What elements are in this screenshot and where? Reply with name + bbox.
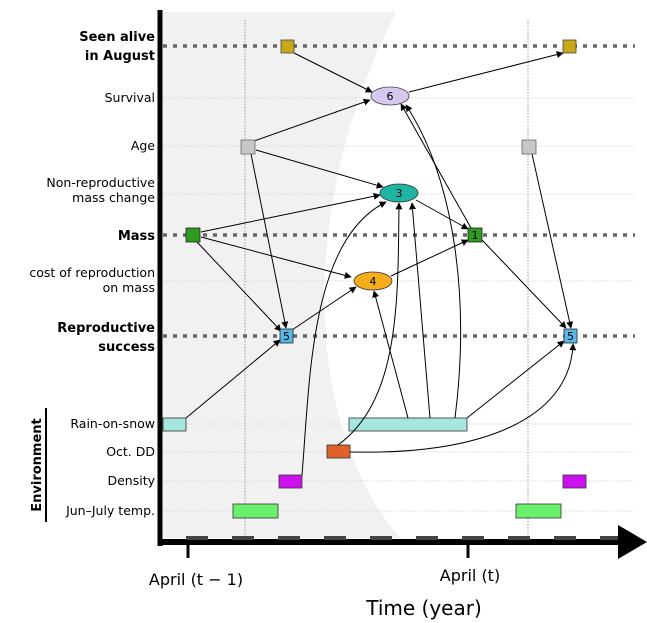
age-node-prev	[240, 139, 256, 155]
environment-group: Environment	[30, 408, 47, 522]
cost-label-1: cost of reproduction	[29, 265, 155, 280]
rain-on-snow-label: Rain-on-snow	[70, 416, 155, 431]
mass-node-number: 1	[472, 229, 479, 242]
tick-label-april-next: April (t)	[440, 566, 500, 585]
oct-dd-label: Oct. DD	[106, 444, 155, 459]
cost-node-number: 4	[370, 275, 377, 288]
jun-july-temp-label: Jun–July temp.	[65, 503, 155, 518]
causal-arrows	[185, 51, 577, 476]
survival-node: 6	[370, 86, 410, 106]
density-bar-next	[562, 474, 587, 489]
mass-node: 1	[467, 227, 483, 243]
seen-alive-label-1: Seen alive	[79, 30, 155, 45]
mass-change-label-2: mass change	[72, 190, 155, 205]
cost-node: 4	[353, 271, 393, 291]
rain-on-snow-bar	[348, 417, 468, 432]
key-row-lines	[163, 44, 635, 338]
mass-label: Mass	[118, 229, 155, 244]
rain-on-snow-bar-prev	[162, 417, 187, 432]
ellipse-nodes: 6 3 4	[353, 86, 419, 291]
survival-label: Survival	[105, 90, 155, 105]
jun-july-temp-bar-prev	[232, 503, 279, 519]
oct-dd-bar	[326, 444, 351, 459]
jun-july-temp-bar-next	[515, 503, 562, 519]
mass-change-label-1: Non-reproductive	[46, 175, 155, 190]
seen-alive-label-2: in August	[85, 49, 155, 64]
repro-label-1: Reproductive	[57, 321, 155, 336]
density-label: Density	[107, 473, 155, 488]
repro-label-2: success	[98, 340, 155, 355]
repro-node-next-number: 5	[567, 330, 574, 343]
row-labels: Seen alive in August Survival Age Non-re…	[29, 30, 155, 518]
time-axis	[157, 10, 647, 559]
age-label: Age	[131, 138, 155, 153]
mass-node-prev	[185, 227, 201, 243]
axis-title: Time (year)	[365, 596, 482, 620]
repro-node-next: 5	[563, 328, 578, 344]
cost-label-2: on mass	[103, 280, 155, 295]
year-shade-region	[163, 12, 400, 538]
seen-alive-node-prev	[280, 39, 295, 54]
square-nodes: 1 5 5	[185, 39, 578, 344]
tick-label-april-prev: April (t − 1)	[149, 570, 243, 589]
environment-title: Environment	[30, 418, 45, 512]
survival-node-number: 6	[387, 90, 394, 103]
repro-node-prev: 5	[279, 328, 294, 344]
density-bar-prev	[278, 474, 303, 489]
repro-node-prev-number: 5	[283, 330, 290, 343]
age-node-next	[521, 139, 537, 155]
seen-alive-node-next	[562, 39, 577, 54]
mass-change-node: 3	[379, 183, 419, 203]
mass-change-node-number: 3	[396, 187, 403, 200]
